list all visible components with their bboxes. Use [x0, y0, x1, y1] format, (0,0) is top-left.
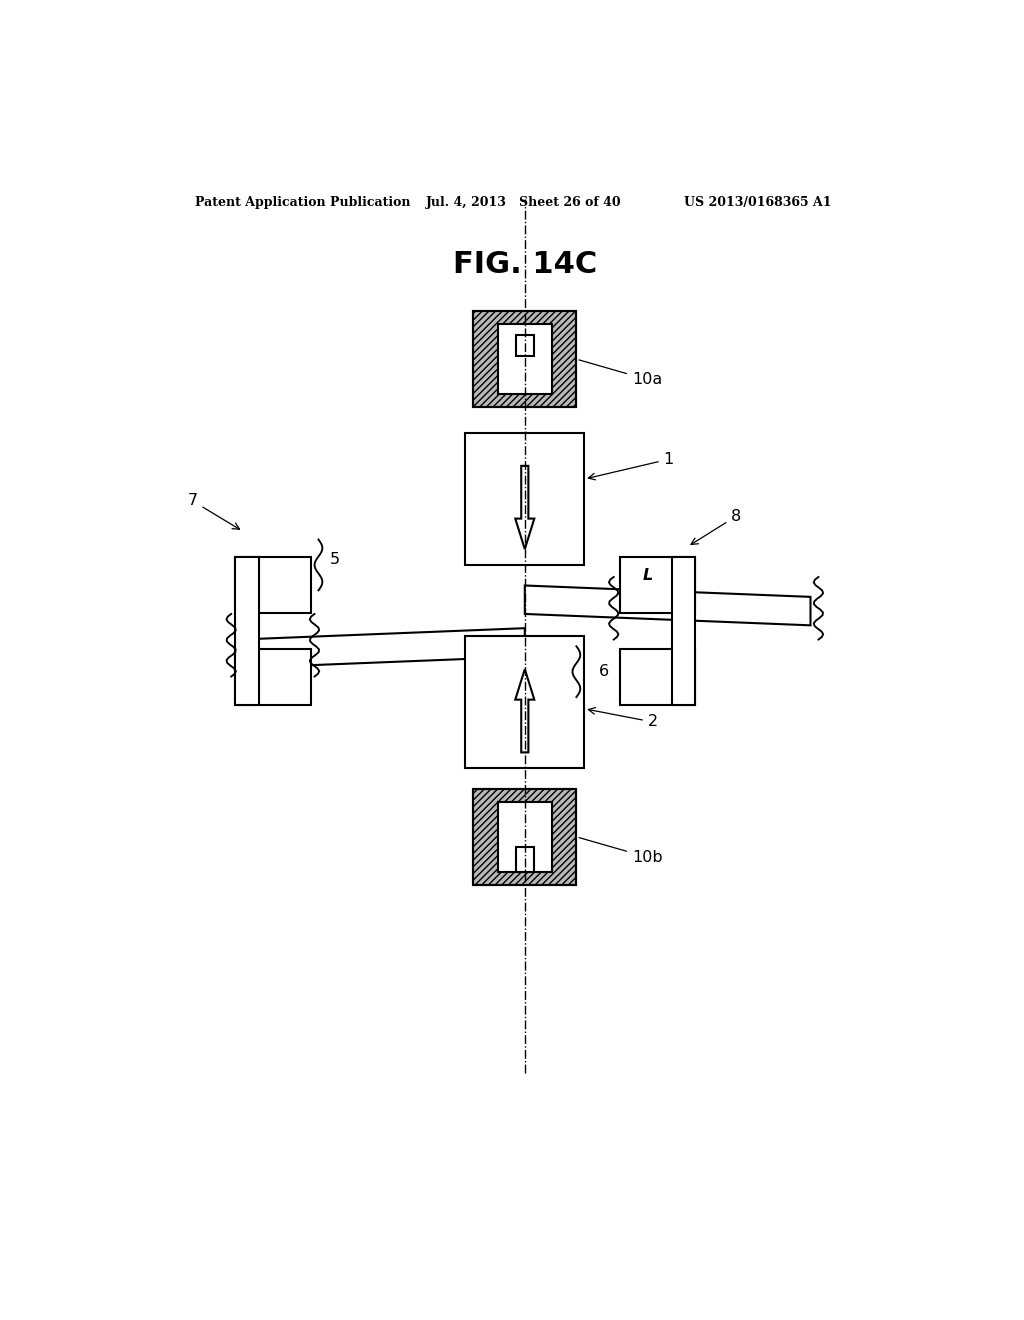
Text: 8: 8: [691, 508, 741, 544]
Text: Jul. 4, 2013   Sheet 26 of 40: Jul. 4, 2013 Sheet 26 of 40: [426, 195, 622, 209]
Text: US 2013/0168365 A1: US 2013/0168365 A1: [684, 195, 831, 209]
Bar: [236, 649, 310, 705]
Bar: [498, 803, 552, 871]
Text: FIG. 14C: FIG. 14C: [453, 249, 597, 279]
Text: 10b: 10b: [579, 838, 663, 865]
Text: 10a: 10a: [579, 360, 663, 387]
Polygon shape: [515, 669, 535, 752]
Text: 7: 7: [187, 494, 240, 529]
Bar: [515, 847, 535, 871]
Bar: [236, 557, 310, 612]
Bar: [473, 312, 577, 408]
Bar: [465, 433, 585, 565]
Bar: [236, 557, 259, 705]
Bar: [672, 557, 695, 705]
Text: L: L: [643, 568, 653, 582]
Bar: [498, 325, 552, 393]
Polygon shape: [524, 586, 811, 626]
Bar: [473, 788, 577, 886]
Bar: [473, 312, 577, 408]
Bar: [473, 788, 577, 886]
Bar: [515, 335, 535, 355]
Polygon shape: [515, 466, 535, 549]
Polygon shape: [240, 628, 524, 668]
Bar: [620, 557, 695, 612]
Bar: [620, 649, 695, 705]
Text: Patent Application Publication: Patent Application Publication: [196, 195, 411, 209]
Text: 5: 5: [330, 552, 339, 568]
Text: 1: 1: [589, 451, 674, 480]
Bar: [465, 636, 585, 768]
Text: 6: 6: [599, 664, 609, 680]
Text: 2: 2: [589, 708, 658, 730]
